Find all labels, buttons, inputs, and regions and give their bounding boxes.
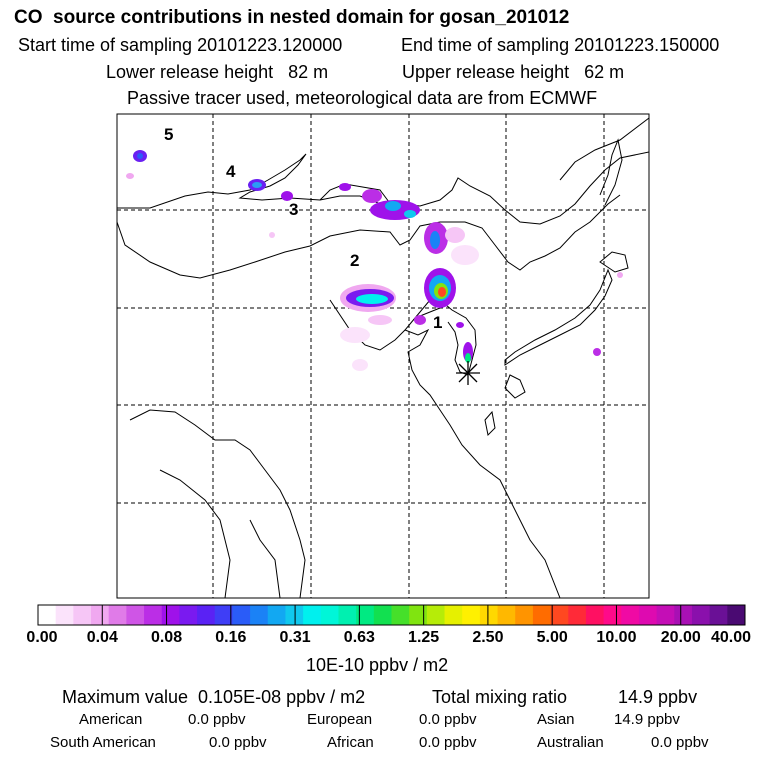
colorbar-cell [515,605,534,625]
colorbar-cell [250,605,269,625]
south-american-label: South American [50,734,156,751]
upper-release-height: Upper release height 62 m [402,62,625,82]
colorbar-tick-label: 40.00 [710,629,752,646]
tracer-note: Passive tracer used, meteorological data… [127,88,598,108]
colorbar-tick-label: 1.25 [408,629,440,646]
colorbar-cell [161,605,180,625]
region-label-2: 2 [350,251,359,270]
colorbar-cell [409,605,428,625]
colorbar-cell [656,605,675,625]
korea [439,299,477,376]
colorbar-cell [709,605,728,625]
border-china-russia [117,194,621,279]
colorbar-cell [91,605,110,625]
lower-release-height: Lower release height 82 m [106,62,329,82]
colorbar-tick-label: 0.16 [215,629,247,646]
region-label-1: 1 [433,313,442,332]
max-value: Maximum value 0.105E-08 ppbv / m2 [62,687,366,707]
colorbar-cell [621,605,640,625]
colorbar-cell [38,605,57,625]
colorbar-cell [338,605,357,625]
colorbar-cell [444,605,463,625]
kamchatka-coast [559,117,649,181]
border-south [129,409,306,598]
colorbar-tick-label: 0.31 [279,629,311,646]
inland-border [329,299,406,351]
colorbar-tick-label: 0.00 [26,629,58,646]
colorbar-cell [691,605,711,625]
colorbar-cell [179,605,198,625]
colorbar-cell [320,605,339,625]
colorbar-cell [55,605,74,625]
region-label-4: 4 [226,162,236,181]
asian-label: Asian [537,711,575,728]
colorbar-cell [144,605,163,625]
start-time: Start time of sampling 20101223.120000 [18,35,343,55]
grid-lines [117,114,649,598]
colorbar-cell [727,605,746,625]
australian-value: 0.0 ppbv [651,734,709,751]
region-label-3: 3 [289,200,298,219]
hokkaido [599,251,629,273]
colorbar-cell [638,605,658,625]
colorbar-cell [674,605,693,625]
colorbar-cell [285,605,304,625]
asian-value: 14.9 ppbv [614,711,680,728]
american-value: 0.0 ppbv [188,711,246,728]
japan-south [504,374,526,399]
coastline [117,151,649,225]
colorbar-cell [214,605,233,625]
colorbar-cell [603,605,622,625]
end-time: End time of sampling 20101223.150000 [401,35,720,55]
colorbar-cell [532,605,552,625]
african-label: African [327,734,374,751]
colorbar-tick-label: 0.08 [150,629,183,646]
colorbar-cell [373,605,392,625]
colorbar-cell [462,605,481,625]
european-value: 0.0 ppbv [419,711,477,728]
colorbar-cell [568,605,587,625]
colorbar-unit: 10E-10 ppbv / m2 [306,655,449,675]
colorbar-tick-label: 0.63 [343,629,375,646]
plumes [126,150,623,371]
european-label: European [307,711,373,728]
sakhalin [599,138,623,206]
colorbar-cell [585,605,605,625]
colorbar-cell [197,605,216,625]
american-label: American [79,711,143,728]
colorbar-cell [73,605,92,625]
japan [504,268,613,366]
colorbar-cell [267,605,286,625]
total-mixing-value: 14.9 ppbv [618,687,698,707]
map-frame [116,113,650,599]
region-label-5: 5 [164,125,173,144]
colorbar-cell [479,605,499,625]
australian-label: Australian [537,734,604,751]
colorbar-cell [126,605,145,625]
page-title: CO source contributions in nested domain… [14,7,570,28]
colorbar-tick-label: 5.00 [536,629,568,646]
colorbar-cell [497,605,516,625]
taiwan [484,410,496,437]
colorbar-tick-label: 0.04 [86,629,118,646]
colorbar-tick-label: 10.00 [596,629,637,646]
colorbar-cell [550,605,569,625]
china-coast [404,299,561,598]
colorbar-cell [108,605,127,625]
colorbar-tick-label: 2.50 [472,629,504,646]
asterisk-icon [456,361,480,385]
colorbar-cell [391,605,410,625]
colorbar-cell [426,605,446,625]
border-south-3 [249,519,281,598]
border-south-2 [159,469,231,598]
south-american-value: 0.0 ppbv [209,734,267,751]
african-value: 0.0 ppbv [419,734,477,751]
total-mixing-label: Total mixing ratio [432,687,568,707]
colorbar-cell [232,605,251,625]
colorbar-tick-label: 20.00 [660,629,701,646]
colorbar-cell [356,605,375,625]
colorbar-cell [303,605,322,625]
